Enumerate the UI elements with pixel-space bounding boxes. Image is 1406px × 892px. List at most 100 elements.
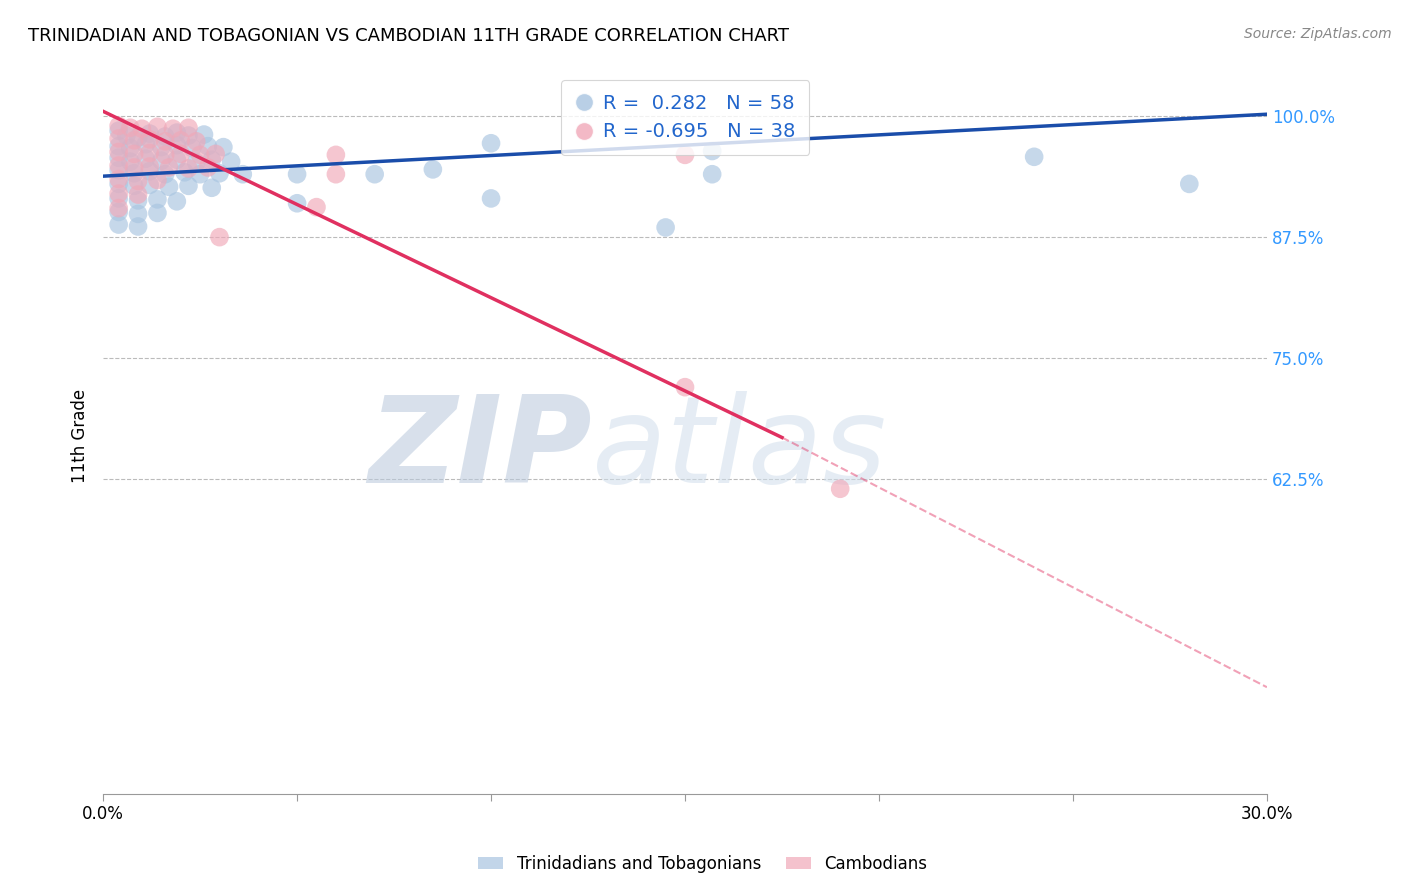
Point bbox=[186, 155, 208, 169]
Point bbox=[138, 127, 160, 141]
Point bbox=[146, 206, 169, 220]
Point bbox=[153, 167, 176, 181]
Point bbox=[107, 163, 129, 178]
Text: TRINIDADIAN AND TOBAGONIAN VS CAMBODIAN 11TH GRADE CORRELATION CHART: TRINIDADIAN AND TOBAGONIAN VS CAMBODIAN … bbox=[28, 27, 789, 45]
Point bbox=[186, 134, 208, 148]
Point bbox=[177, 178, 200, 193]
Point bbox=[188, 167, 211, 181]
Point bbox=[363, 167, 385, 181]
Point bbox=[204, 147, 226, 161]
Point bbox=[197, 161, 219, 175]
Point bbox=[122, 133, 145, 147]
Point bbox=[325, 167, 347, 181]
Point bbox=[654, 220, 676, 235]
Point bbox=[170, 147, 193, 161]
Point bbox=[127, 219, 149, 234]
Point bbox=[208, 230, 231, 244]
Point bbox=[107, 159, 129, 173]
Point bbox=[422, 162, 444, 177]
Point bbox=[107, 186, 129, 201]
Point bbox=[177, 128, 200, 143]
Point bbox=[201, 181, 224, 195]
Point bbox=[146, 120, 169, 134]
Point bbox=[166, 126, 188, 140]
Point bbox=[170, 133, 193, 147]
Point bbox=[107, 123, 129, 137]
Point bbox=[188, 148, 211, 162]
Point bbox=[177, 161, 200, 176]
Point bbox=[201, 153, 224, 167]
Point bbox=[107, 172, 129, 186]
Text: atlas: atlas bbox=[592, 392, 887, 508]
Point bbox=[127, 174, 149, 188]
Point bbox=[702, 144, 724, 158]
Point bbox=[127, 207, 149, 221]
Point bbox=[166, 138, 188, 153]
Point bbox=[107, 191, 129, 205]
Point bbox=[120, 141, 142, 155]
Point bbox=[673, 380, 696, 394]
Point bbox=[107, 151, 129, 165]
Point bbox=[138, 160, 160, 174]
Point bbox=[107, 139, 129, 153]
Point bbox=[122, 161, 145, 175]
Point bbox=[135, 152, 157, 166]
Point bbox=[122, 178, 145, 193]
Point bbox=[212, 140, 235, 154]
Point bbox=[157, 161, 180, 175]
Point bbox=[177, 120, 200, 135]
Point bbox=[157, 179, 180, 194]
Point bbox=[127, 130, 149, 145]
Point bbox=[285, 196, 308, 211]
Point bbox=[830, 482, 852, 496]
Point bbox=[153, 129, 176, 144]
Point bbox=[127, 194, 149, 208]
Point bbox=[135, 137, 157, 152]
Point bbox=[232, 167, 254, 181]
Point bbox=[138, 178, 160, 192]
Point bbox=[127, 187, 149, 202]
Point bbox=[120, 154, 142, 169]
Point bbox=[173, 165, 195, 179]
Point bbox=[107, 131, 129, 145]
Point bbox=[219, 154, 242, 169]
Point bbox=[479, 136, 502, 151]
Point bbox=[138, 145, 160, 160]
Point bbox=[673, 148, 696, 162]
Point bbox=[305, 200, 328, 214]
Point bbox=[197, 139, 219, 153]
Point bbox=[122, 147, 145, 161]
Point bbox=[146, 173, 169, 187]
Y-axis label: 11th Grade: 11th Grade bbox=[72, 389, 89, 483]
Legend: R =  0.282   N = 58, R = -0.695   N = 38: R = 0.282 N = 58, R = -0.695 N = 38 bbox=[561, 80, 810, 155]
Point bbox=[162, 121, 184, 136]
Point bbox=[122, 166, 145, 180]
Point bbox=[193, 128, 215, 142]
Point bbox=[107, 119, 129, 133]
Point bbox=[107, 177, 129, 191]
Point bbox=[181, 141, 204, 155]
Point bbox=[120, 120, 142, 135]
Point bbox=[702, 167, 724, 181]
Point bbox=[107, 145, 129, 159]
Text: ZIP: ZIP bbox=[368, 392, 592, 508]
Point bbox=[131, 121, 153, 136]
Legend: Trinidadians and Tobagonians, Cambodians: Trinidadians and Tobagonians, Cambodians bbox=[472, 848, 934, 880]
Point bbox=[479, 191, 502, 205]
Text: Source: ZipAtlas.com: Source: ZipAtlas.com bbox=[1244, 27, 1392, 41]
Point bbox=[208, 166, 231, 180]
Point bbox=[146, 193, 169, 207]
Point bbox=[153, 134, 176, 148]
Point bbox=[285, 167, 308, 181]
Point bbox=[150, 153, 173, 168]
Point bbox=[153, 148, 176, 162]
Point bbox=[115, 128, 138, 143]
Point bbox=[107, 201, 129, 215]
Point bbox=[107, 205, 129, 219]
Point bbox=[138, 164, 160, 178]
Point bbox=[1178, 177, 1201, 191]
Point bbox=[166, 194, 188, 209]
Point bbox=[166, 153, 188, 167]
Point bbox=[107, 218, 129, 232]
Point bbox=[1024, 150, 1046, 164]
